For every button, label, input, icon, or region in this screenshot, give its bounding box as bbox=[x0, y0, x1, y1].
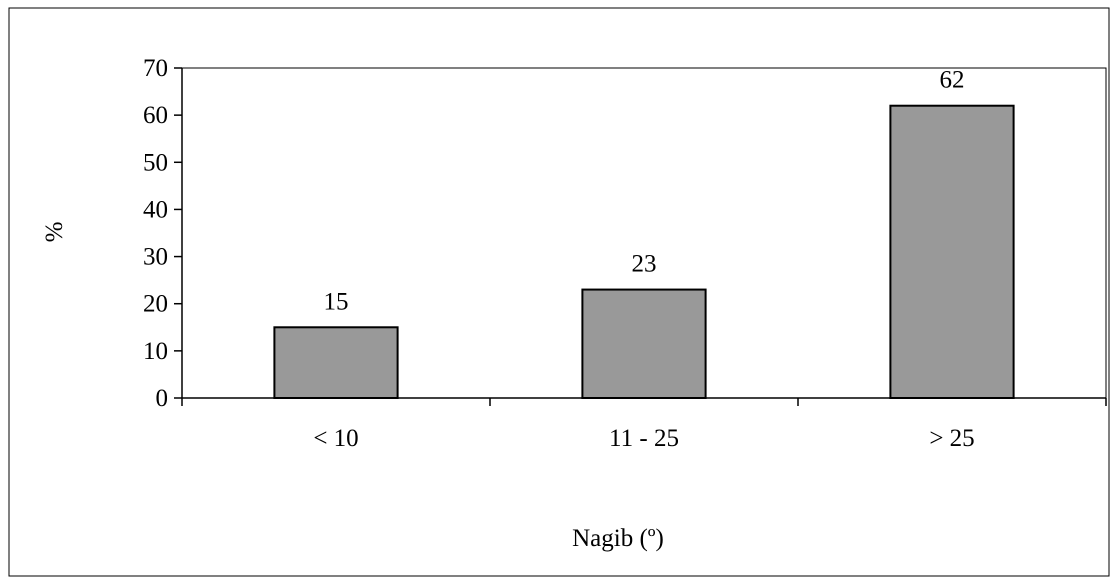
data-label: 23 bbox=[632, 251, 657, 278]
y-tick-label: 10 bbox=[143, 338, 168, 365]
y-tick-label: 20 bbox=[143, 291, 168, 318]
y-tick-label: 0 bbox=[156, 385, 169, 412]
y-axis: 0 10 20 30 40 50 60 70 bbox=[143, 55, 183, 412]
bar bbox=[581, 288, 707, 400]
y-axis-title: % bbox=[41, 222, 68, 243]
x-tick-label: 11 - 25 bbox=[609, 425, 679, 452]
chart-outer-border bbox=[8, 7, 1110, 577]
x-axis: < 10 11 - 25 > 25 bbox=[181, 397, 1107, 452]
y-tick-label: 60 bbox=[143, 102, 168, 129]
y-tick-label: 70 bbox=[143, 55, 168, 82]
x-tick-label: < 10 bbox=[313, 425, 358, 452]
x-axis-title: Nagib (º) bbox=[572, 525, 664, 552]
bar bbox=[273, 326, 399, 399]
bars-group bbox=[273, 104, 1015, 400]
x-tick-label: > 25 bbox=[929, 425, 974, 452]
bar bbox=[889, 104, 1015, 399]
data-labels-group: 15 23 62 bbox=[324, 67, 965, 316]
data-label: 15 bbox=[324, 288, 349, 315]
y-tick-label: 40 bbox=[143, 196, 168, 223]
y-tick-label: 50 bbox=[143, 149, 168, 176]
y-tick-label: 30 bbox=[143, 244, 168, 271]
data-label: 62 bbox=[940, 67, 965, 94]
